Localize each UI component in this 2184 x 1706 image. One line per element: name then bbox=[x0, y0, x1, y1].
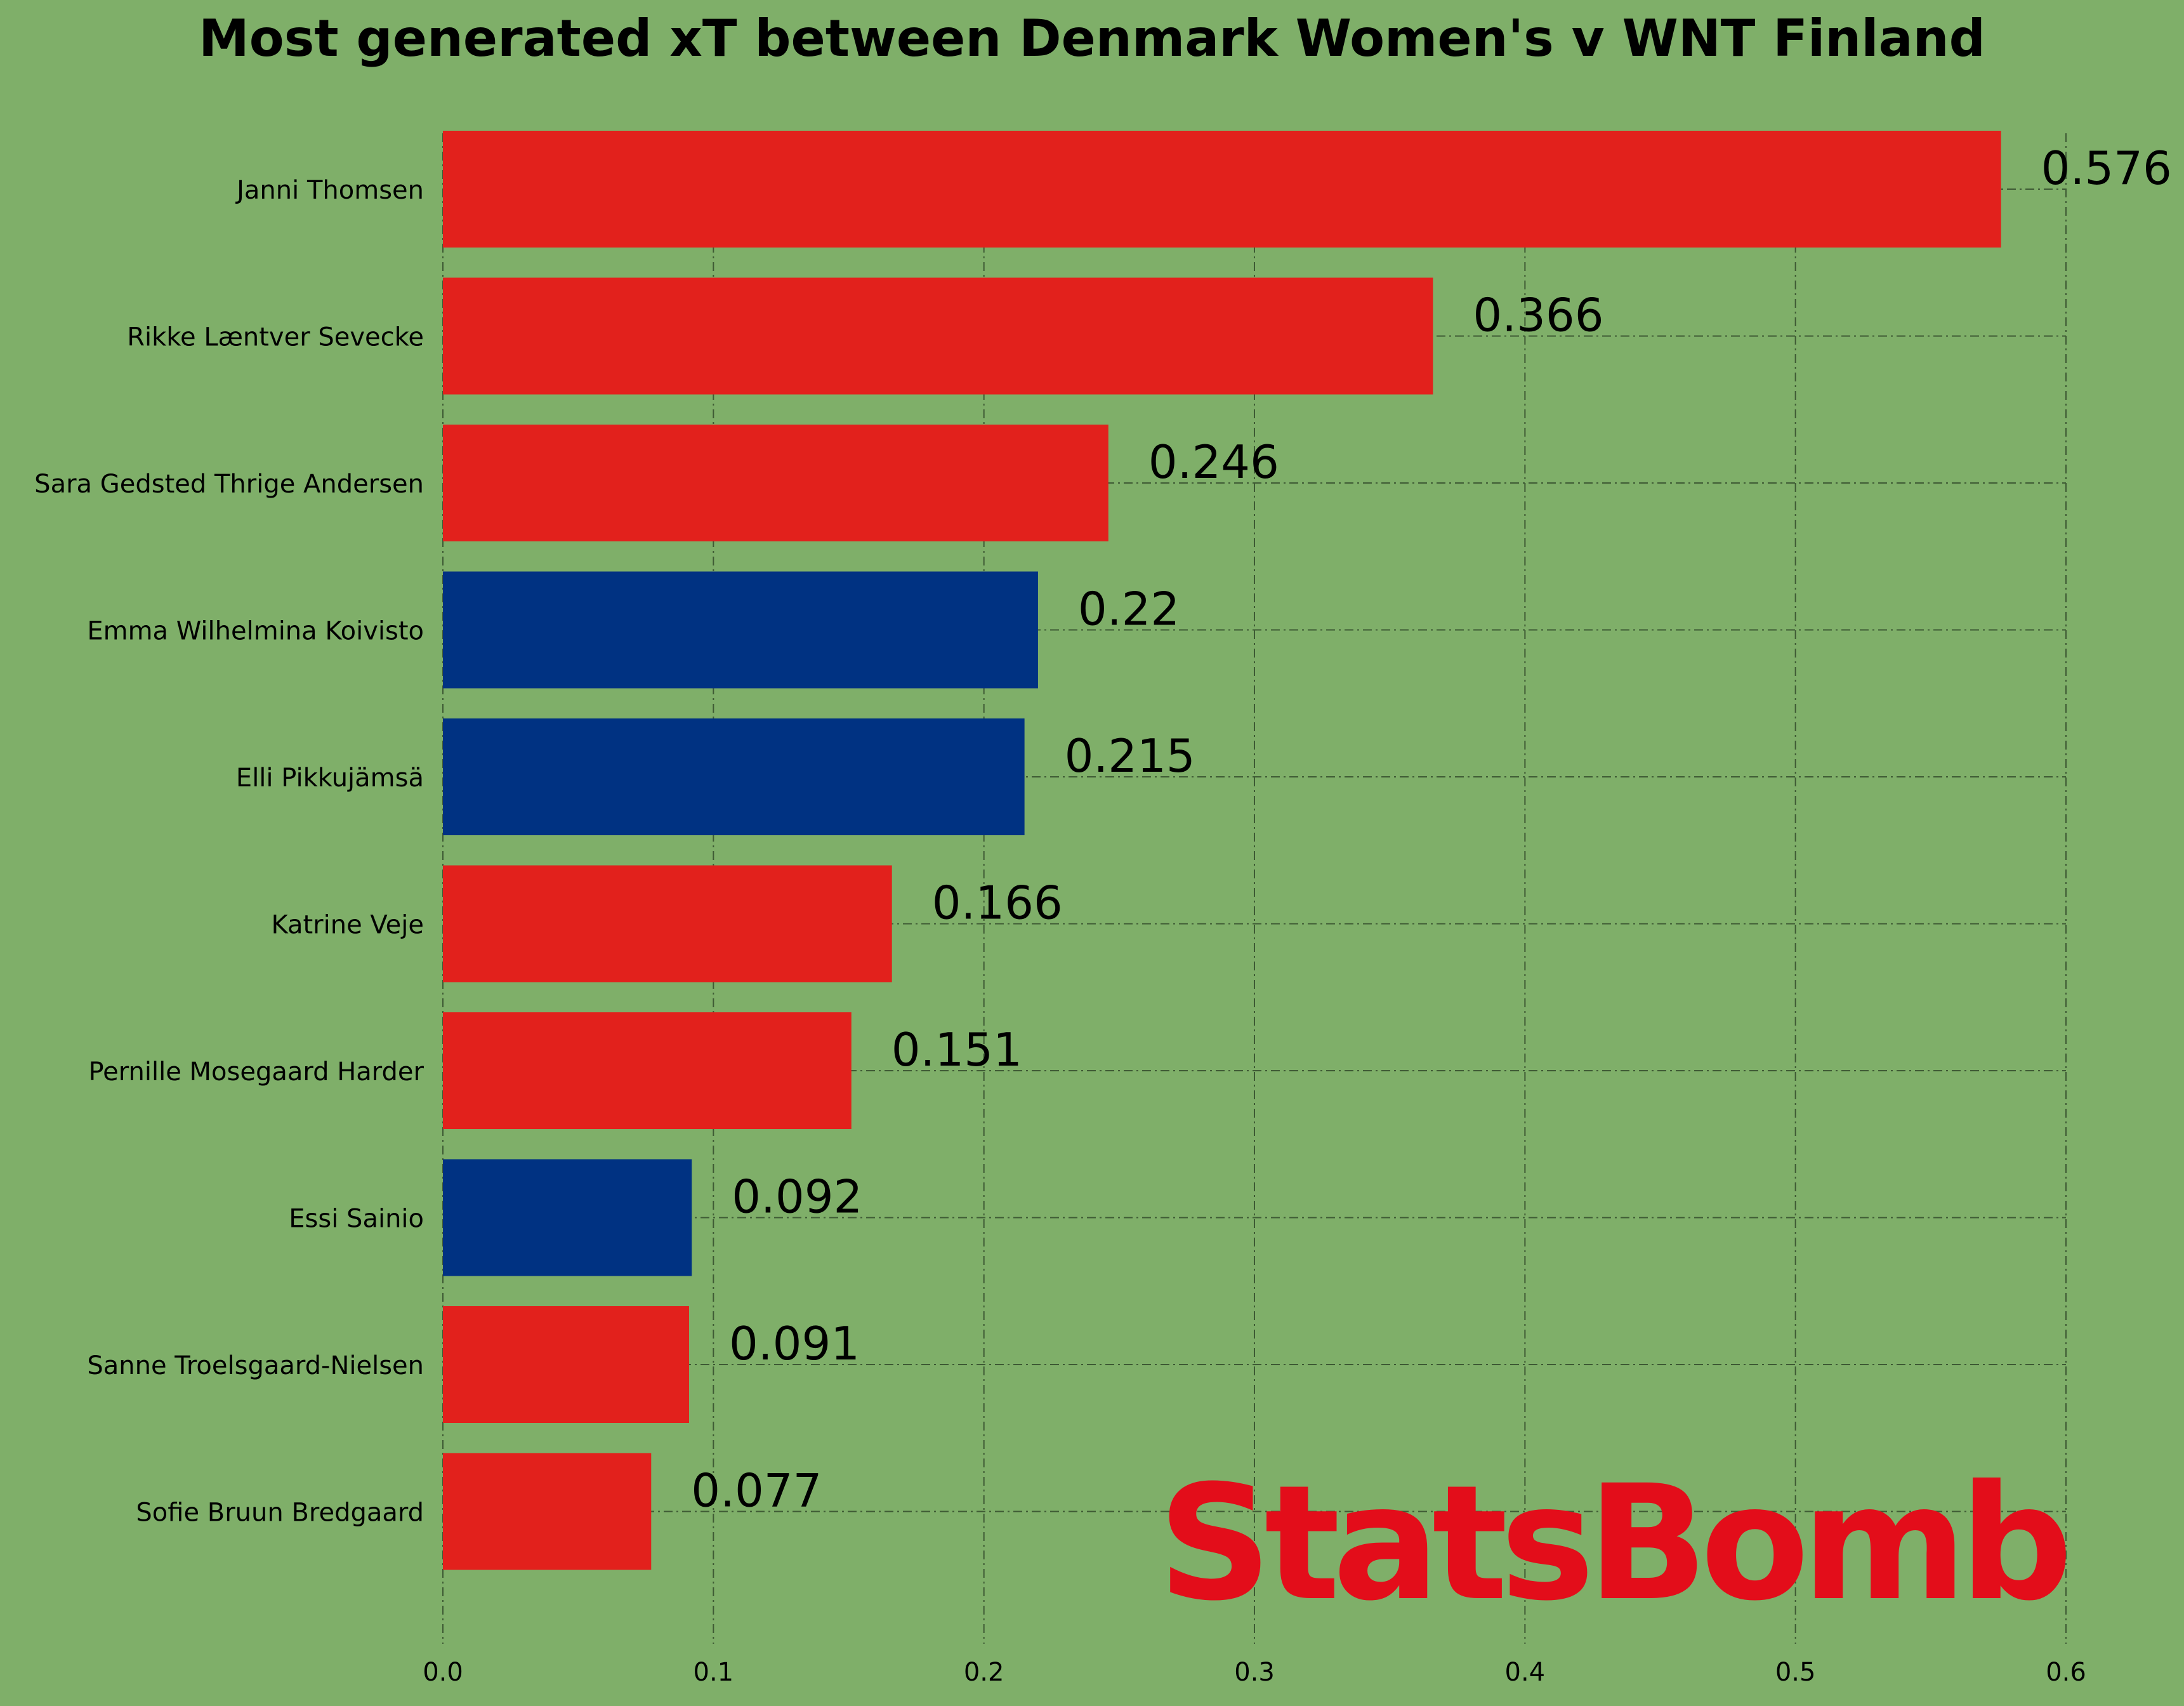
bar bbox=[443, 1159, 692, 1276]
x-tick-label: 0.3 bbox=[1234, 1658, 1275, 1687]
value-label: 0.092 bbox=[732, 1170, 862, 1224]
value-labels: 0.576 0.366 0.246 0.22 0.215 0.166 0.151 0.092 0… bbox=[691, 142, 2172, 1518]
bar bbox=[443, 1453, 652, 1570]
bar bbox=[443, 131, 2001, 248]
value-label: 0.077 bbox=[691, 1464, 822, 1518]
bar bbox=[443, 1306, 689, 1423]
x-tick-label: 0.2 bbox=[964, 1658, 1004, 1687]
value-label: 0.151 bbox=[891, 1023, 1022, 1076]
y-tick-label: Pernille Mosegaard Harder bbox=[88, 1057, 424, 1087]
value-label: 0.091 bbox=[729, 1317, 860, 1370]
bar bbox=[443, 277, 1433, 395]
y-tick-labels: Janni Thomsen Rikke Læntver Sevecke Sara G… bbox=[34, 176, 424, 1528]
x-tick-label: 0.0 bbox=[423, 1658, 463, 1687]
y-tick-label: Sanne Troelsgaard-Nielsen bbox=[87, 1351, 424, 1380]
y-tick-label: Elli Pikkujämsä bbox=[236, 764, 424, 793]
y-tick-label: Katrine Veje bbox=[271, 911, 424, 940]
x-tick-label: 0.5 bbox=[1775, 1658, 1816, 1687]
statsbomb-logo: StatsBomb bbox=[1158, 1451, 2066, 1636]
value-label: 0.576 bbox=[2041, 142, 2172, 195]
y-tick-label: Sofie Bruun Bredgaard bbox=[136, 1498, 424, 1528]
value-label: 0.215 bbox=[1065, 729, 1195, 783]
value-label: 0.166 bbox=[932, 876, 1063, 930]
bar bbox=[443, 425, 1108, 541]
chart-title: Most generated xT between Denmark Women'… bbox=[199, 9, 1985, 68]
x-tick-label: 0.6 bbox=[2046, 1658, 2086, 1687]
x-tick-label: 0.1 bbox=[694, 1658, 734, 1687]
y-tick-label: Janni Thomsen bbox=[235, 176, 424, 205]
value-label: 0.22 bbox=[1078, 583, 1180, 636]
bars bbox=[443, 131, 2001, 1570]
bar bbox=[443, 1012, 852, 1129]
y-tick-label: Sara Gedsted Thrige Andersen bbox=[34, 470, 424, 499]
y-tick-label: Essi Sainio bbox=[289, 1205, 424, 1234]
x-tick-labels: 0.0 0.1 0.2 0.3 0.4 0.5 0.6 bbox=[423, 1658, 2086, 1687]
x-tick-label: 0.4 bbox=[1505, 1658, 1546, 1687]
bar bbox=[443, 571, 1038, 689]
y-tick-label: Emma Wilhelmina Koivisto bbox=[87, 617, 424, 646]
y-tick-label: Rikke Læntver Sevecke bbox=[127, 323, 424, 352]
bar bbox=[443, 865, 892, 982]
value-label: 0.366 bbox=[1473, 289, 1603, 342]
bar bbox=[443, 718, 1025, 835]
value-label: 0.246 bbox=[1148, 435, 1279, 489]
